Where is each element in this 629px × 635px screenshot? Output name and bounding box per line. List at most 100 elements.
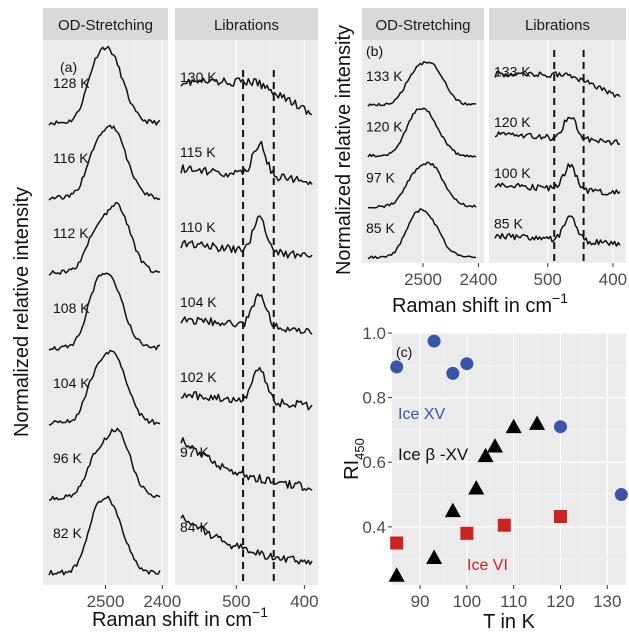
traces-a: 128 K 116 K 112 K 108 K 104 K 96 K 82 K 130 K 11… <box>48 45 313 585</box>
b-stretch-label-3: 85 K <box>366 220 395 236</box>
b-lib-label-0: 133 K <box>494 63 531 79</box>
b-lib-label-1: 120 K <box>494 114 531 130</box>
grid-a <box>104 40 305 585</box>
c-point-2-2 <box>497 518 511 532</box>
a-lib-ticklabel-0: 500 <box>222 592 250 611</box>
strip-a-lib-label: Librations <box>214 17 279 34</box>
a-lib-trace-2 <box>180 215 313 259</box>
a-stretch-ticklabel-1: 2400 <box>143 592 181 611</box>
c-point-0-3 <box>460 357 474 371</box>
c-yticklabel-2: 0.8 <box>362 389 386 408</box>
strip-b-lib-label: Librations <box>525 17 590 34</box>
b-lib-label-3: 85 K <box>494 216 523 232</box>
a-stretch-ticklabel-0: 2500 <box>87 592 125 611</box>
b-lib-trace-2 <box>494 163 621 196</box>
c-xticklabel-3: 120 <box>546 592 574 611</box>
ylabel-c-text: RI <box>341 460 363 480</box>
c-point-1-5 <box>486 438 503 453</box>
b-lib-trace-3 <box>494 215 621 247</box>
c-point-1-3 <box>468 480 485 495</box>
a-stretch-label-3: 108 K <box>53 300 90 316</box>
a-stretch-label-0: 128 K <box>53 75 90 91</box>
strip-a-lib <box>175 8 318 40</box>
b-stretch-ticklabel-0: 2500 <box>404 270 442 289</box>
c-xticklabel-4: 130 <box>593 592 621 611</box>
a-lib-trace-4 <box>180 366 313 411</box>
ylabel-c: RI450 <box>341 438 367 480</box>
ylabel-a: Normalized relative intensity <box>11 187 33 437</box>
b-stretch-trace-1 <box>367 107 477 158</box>
panel-c: (c) Ice XV Ice β -XV Ice VI 90 100 110 120 1… <box>341 324 628 633</box>
b-lib-trace-1 <box>494 116 621 146</box>
b-stretch-label-1: 120 K <box>366 119 403 135</box>
c-point-1-4 <box>477 447 494 463</box>
ylabel-b: Normalized relative intensity <box>333 25 355 275</box>
a-lib-trace-6 <box>180 514 313 566</box>
panel-a-tag: (a) <box>60 59 77 75</box>
c-xticklabel-2: 110 <box>500 592 527 611</box>
plot-c <box>392 333 626 585</box>
a-lib-ticklabel-1: 400 <box>290 592 318 611</box>
c-xticklabel-0: 90 <box>411 592 430 611</box>
a-lib-trace-1 <box>180 140 313 186</box>
b-stretch-ticklabel-1: 2400 <box>460 270 498 289</box>
marks-c <box>388 334 628 582</box>
xlabel-a-text: Raman shift in cm <box>92 609 252 631</box>
a-stretch-label-6: 82 K <box>53 525 82 541</box>
legend-ice-beta-xv: Ice β -XV <box>398 445 469 464</box>
b-lib-ticklabel-0: 500 <box>534 270 562 289</box>
c-yticklabel-3: 1.0 <box>362 324 386 343</box>
legend-ice-vi: Ice VI <box>467 557 508 574</box>
c-point-0-5 <box>614 488 628 502</box>
c-point-2-0 <box>390 536 404 550</box>
b-stretch-label-0: 133 K <box>366 68 403 84</box>
c-point-2-1 <box>460 526 474 540</box>
a-lib-label-5: 97 K <box>180 444 209 460</box>
c-point-1-0 <box>388 567 405 582</box>
ylabel-c-sub: 450 <box>352 438 367 460</box>
xlabel-b-sup: −1 <box>552 290 568 306</box>
c-point-0-0 <box>390 360 404 374</box>
a-lib-trace-3 <box>180 293 313 335</box>
b-stretch-trace-0 <box>367 60 477 107</box>
xlabel-c: T in K <box>483 611 536 633</box>
a-stretch-trace-2 <box>48 202 161 276</box>
panel-a: OD-Stretching Librations 128 K 116 K 112 K… <box>11 8 319 631</box>
c-point-1-2 <box>444 502 461 518</box>
b-lib-trace-0 <box>494 70 621 98</box>
c-point-0-2 <box>446 366 460 380</box>
a-stretch-label-4: 104 K <box>53 375 90 391</box>
c-point-0-1 <box>427 334 441 348</box>
a-lib-label-0: 130 K <box>180 69 217 85</box>
a-stretch-label-5: 96 K <box>53 450 82 466</box>
a-stretch-trace-4 <box>48 349 161 426</box>
b-stretch-trace-3 <box>367 208 477 260</box>
b-lib-label-2: 100 K <box>494 165 531 181</box>
a-stretch-trace-5 <box>48 427 161 501</box>
strip-b-stretch-label: OD-Stretching <box>375 17 470 34</box>
c-yticklabel-0: 0.4 <box>362 518 386 537</box>
xlabel-a: Raman shift in cm−1 <box>92 604 268 631</box>
c-xticklabel-1: 100 <box>453 592 481 611</box>
a-lib-label-2: 110 K <box>180 219 216 235</box>
c-point-1-1 <box>426 549 443 564</box>
a-lib-label-4: 102 K <box>180 369 217 385</box>
plot-a-lib <box>175 40 318 585</box>
legend-ice-xv: Ice XV <box>398 406 445 423</box>
strip-a-stretch-label: OD-Stretching <box>58 17 153 34</box>
traces-b: 133 K 120 K 97 K 85 K 133 K 120 K 100 K 85 K <box>366 50 621 263</box>
xticks-a: 2500 2400 500 400 <box>87 585 319 611</box>
c-point-0-4 <box>553 420 567 434</box>
a-stretch-trace-3 <box>48 272 160 351</box>
b-stretch-trace-2 <box>367 161 477 209</box>
a-lib-label-1: 115 K <box>180 144 216 160</box>
panel-c-tag: (c) <box>396 344 412 360</box>
a-lib-label-3: 104 K <box>180 294 217 310</box>
c-point-1-7 <box>529 415 546 430</box>
xlabel-a-sup: −1 <box>252 604 268 620</box>
a-stretch-trace-6 <box>48 495 161 576</box>
c-point-2-3 <box>553 510 567 524</box>
xlabel-b-text: Raman shift in cm <box>392 295 552 317</box>
strip-b-lib <box>489 8 626 40</box>
